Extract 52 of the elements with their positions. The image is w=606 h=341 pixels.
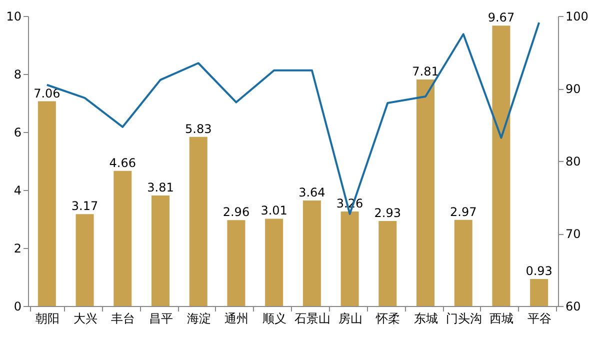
- data-label: 3.17: [71, 199, 98, 214]
- y2-tick-label: 60: [566, 300, 581, 314]
- x-tick-label: 西城: [490, 312, 514, 326]
- bar: [416, 80, 434, 306]
- y2-tick-label: 90: [566, 82, 581, 96]
- bar: [302, 200, 321, 306]
- data-label: 3.81: [147, 180, 174, 195]
- y2-tick-label: 80: [566, 154, 581, 168]
- bar: [189, 136, 208, 306]
- y-tick-label: 2: [14, 242, 22, 256]
- x-tick-label: 平谷: [528, 312, 552, 326]
- y2-tick-label: 70: [566, 227, 581, 241]
- data-label: 4.66: [109, 156, 136, 170]
- x-tick-label: 门头沟: [446, 312, 482, 326]
- bar: [378, 221, 397, 306]
- bar: [340, 211, 359, 306]
- data-label: 3.01: [260, 204, 288, 218]
- y2-tick-label: 100: [566, 10, 588, 24]
- bar: [530, 279, 548, 306]
- bar: [114, 170, 132, 306]
- bar: [492, 26, 510, 306]
- x-tick-label: 昌平: [149, 312, 173, 326]
- x-tick-label: 东城: [414, 312, 438, 326]
- bar: [38, 101, 56, 306]
- y-tick-label: 0: [14, 300, 22, 314]
- x-tick-label: 丰台: [111, 312, 136, 326]
- bar: [454, 220, 472, 306]
- data-label: 5.83: [185, 122, 212, 136]
- data-label: 2.93: [374, 206, 401, 220]
- data-label: 7.06: [34, 86, 60, 100]
- y-tick-label: 4: [14, 184, 22, 198]
- x-tick-label: 朝阳: [35, 312, 60, 326]
- x-tick-label: 海淀: [186, 312, 211, 326]
- bar: [227, 220, 246, 306]
- x-tick-label: 通州: [224, 312, 249, 326]
- data-label: 2.97: [450, 204, 477, 219]
- bar: [152, 196, 170, 306]
- data-label: 2.96: [222, 205, 250, 220]
- x-tick-label: 顺义: [262, 312, 287, 326]
- bar: [76, 214, 94, 306]
- data-label: 3.64: [298, 185, 326, 200]
- x-tick-label: 怀柔: [375, 312, 400, 326]
- x-tick-label: 石景山: [294, 312, 330, 326]
- y-tick-label: 6: [14, 126, 22, 140]
- y-tick-label: 8: [14, 68, 22, 82]
- data-label: 7.81: [412, 64, 439, 79]
- data-label: 9.67: [488, 10, 515, 25]
- x-tick-label: 房山: [338, 312, 362, 326]
- y-tick-label: 10: [6, 10, 22, 24]
- x-tick-label: 大兴: [73, 312, 98, 326]
- data-label: 0.93: [526, 264, 552, 278]
- bar: [265, 218, 284, 306]
